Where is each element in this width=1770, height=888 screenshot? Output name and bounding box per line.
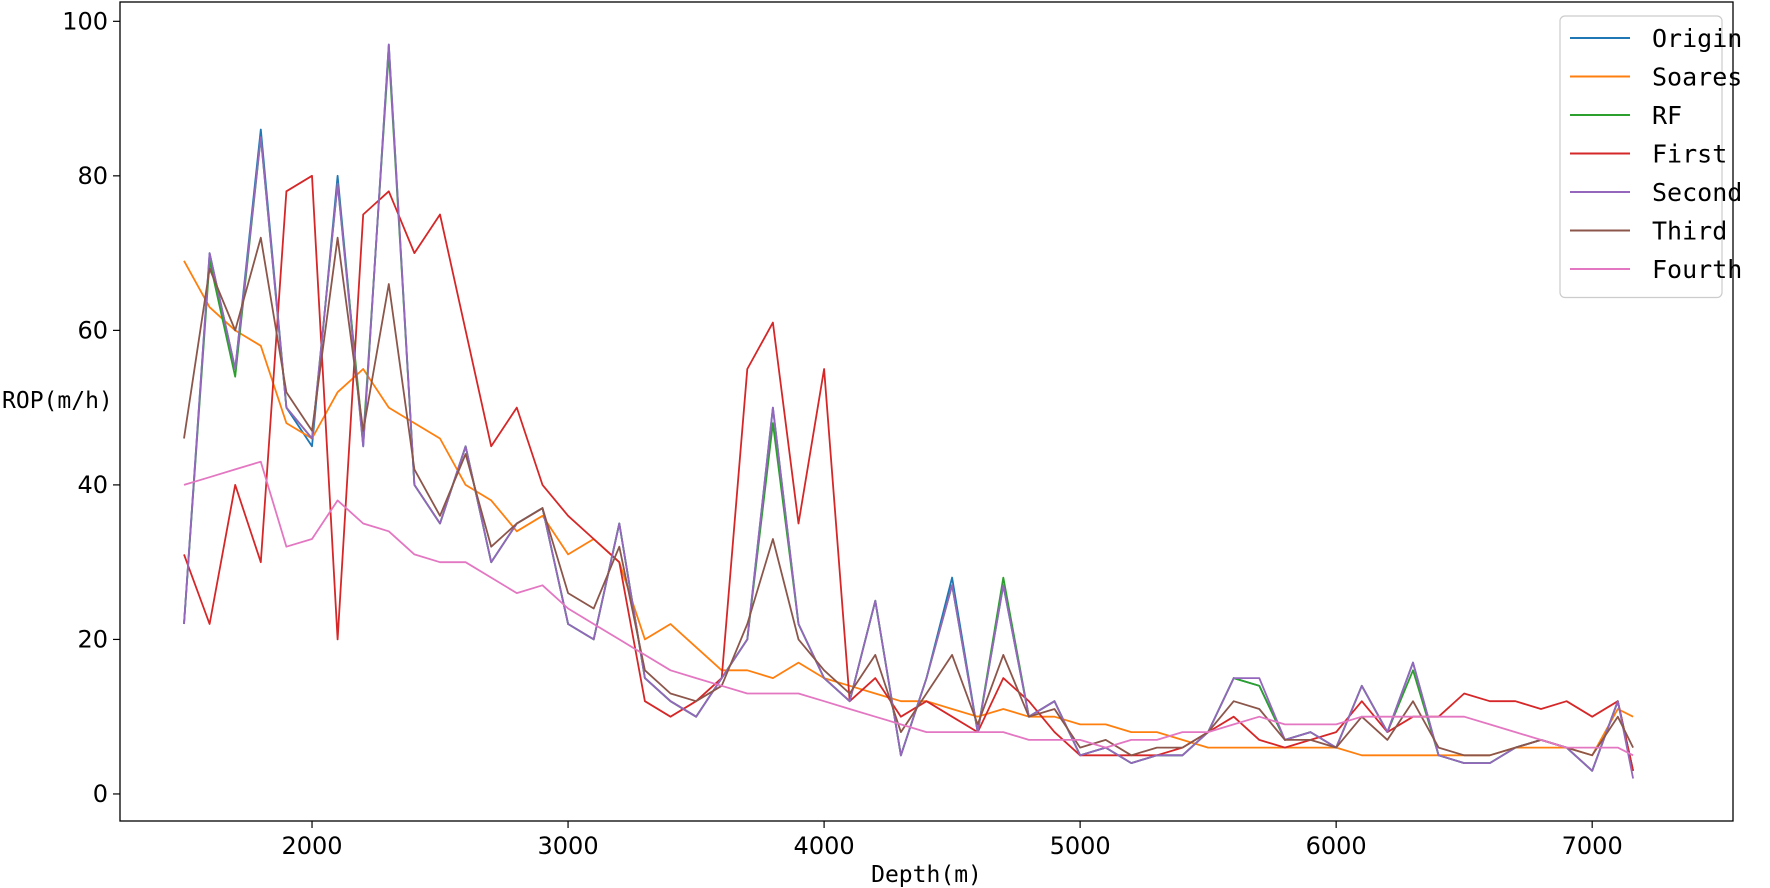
legend-box xyxy=(1559,15,1723,299)
series-line-first xyxy=(183,174,1634,771)
y-tick-label: 100 xyxy=(62,7,108,35)
series-line-soares xyxy=(183,260,1634,757)
legend-label-soares: Soares xyxy=(1652,63,1742,92)
series-line-origin xyxy=(183,43,1634,772)
legend-label-third: Third xyxy=(1652,217,1727,246)
legend: Origin Soares RF First Second Third Fourth xyxy=(1559,15,1742,299)
y-tick-label: 80 xyxy=(77,162,108,190)
y-tick-label: 0 xyxy=(93,780,108,808)
x-tick-label: 6000 xyxy=(1306,832,1367,860)
x-tick-label: 2000 xyxy=(281,832,342,860)
legend-label-second: Second xyxy=(1652,178,1742,207)
series-line-second xyxy=(183,43,1634,779)
legend-label-fourth: Fourth xyxy=(1652,255,1742,284)
y-axis: 0 20 40 60 80 100 xyxy=(62,7,120,808)
y-axis-label: ROP(m/h) xyxy=(2,388,113,414)
series-line-fourth xyxy=(183,460,1634,757)
x-axis-label: Depth(m) xyxy=(871,862,982,888)
y-tick-label: 20 xyxy=(77,625,108,653)
x-tick-label: 3000 xyxy=(538,832,599,860)
series-line-rf xyxy=(183,51,1634,772)
x-tick-label: 4000 xyxy=(794,832,855,860)
legend-label-rf: RF xyxy=(1652,101,1682,130)
y-tick-label: 40 xyxy=(77,471,108,499)
plot-frame xyxy=(119,1,1734,822)
legend-label-origin: Origin xyxy=(1652,24,1742,53)
legend-label-first: First xyxy=(1652,140,1727,169)
x-axis: 2000 3000 4000 5000 6000 7000 xyxy=(281,821,1623,860)
y-tick-label: 60 xyxy=(77,316,108,344)
plot-lines xyxy=(183,43,1634,779)
x-tick-label: 7000 xyxy=(1562,832,1623,860)
series-line-third xyxy=(183,236,1634,757)
x-tick-label: 5000 xyxy=(1050,832,1111,860)
